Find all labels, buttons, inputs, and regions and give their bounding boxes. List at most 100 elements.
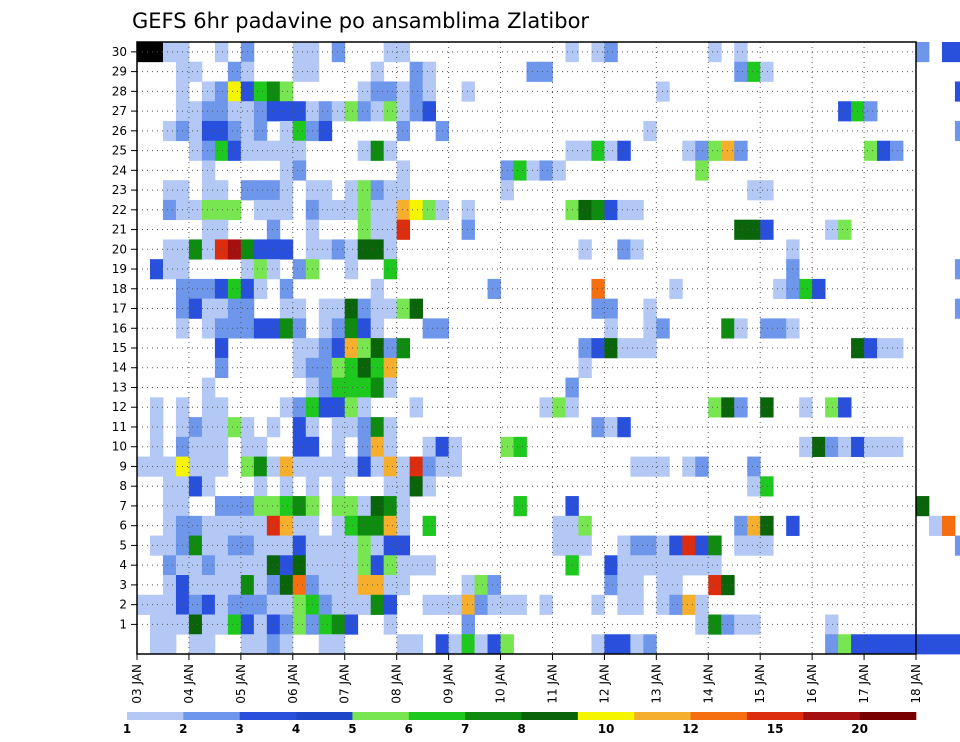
heatmap-cell (253, 259, 268, 280)
heatmap-cell (266, 140, 281, 161)
heatmap-cell (708, 397, 722, 418)
y-tick-label: 7 (119, 499, 127, 513)
heatmap-cell (422, 318, 437, 339)
heatmap-cell (214, 614, 229, 635)
heatmap-cell (643, 298, 657, 319)
heatmap-cell (383, 555, 398, 576)
heatmap-cell (838, 397, 852, 418)
y-tick-label: 22 (112, 203, 127, 217)
heatmap-cell (357, 338, 372, 359)
heatmap-cell (461, 614, 475, 635)
heatmap-cell (162, 496, 177, 517)
heatmap-cell (604, 417, 618, 438)
heatmap-cell (227, 199, 242, 221)
heatmap-cell (227, 417, 242, 438)
heatmap-cell (422, 61, 437, 82)
heatmap-cell (253, 575, 268, 596)
heatmap-cell (409, 555, 424, 576)
heatmap-cell (617, 338, 631, 359)
heatmap-cell (357, 417, 372, 438)
heatmap-cell (422, 81, 437, 102)
heatmap-cell (253, 476, 268, 497)
heatmap-cell (760, 515, 774, 536)
heatmap-cell (214, 575, 229, 596)
heatmap-cell (357, 496, 372, 517)
heatmap-cell (188, 535, 203, 556)
heatmap-cell (292, 357, 307, 379)
heatmap-cell (383, 42, 398, 63)
heatmap-cell (474, 594, 488, 615)
heatmap-cell (279, 298, 294, 319)
heatmap-cell (292, 140, 307, 161)
heatmap-cell (708, 140, 722, 161)
heatmap-cell (162, 535, 177, 556)
heatmap-cell (461, 594, 475, 615)
heatmap-cell (266, 555, 281, 576)
heatmap-cell (695, 614, 709, 635)
heatmap-cell (396, 515, 411, 536)
y-tick-label: 8 (119, 479, 127, 493)
y-tick-label: 5 (119, 538, 127, 552)
heatmap-cell (201, 575, 216, 596)
heatmap-cell (708, 535, 722, 556)
heatmap-cell (188, 140, 203, 161)
heatmap-cell (318, 357, 333, 379)
heatmap-cell (383, 81, 398, 102)
heatmap-cell (448, 436, 462, 457)
heatmap-cell (292, 436, 307, 457)
heatmap-cell (214, 535, 229, 556)
heatmap-cell (292, 101, 307, 122)
legend-color-swatch (296, 712, 353, 720)
heatmap-cell (812, 278, 826, 300)
heatmap-cell (578, 199, 592, 221)
heatmap-cell (396, 575, 411, 596)
heatmap-cell (474, 575, 488, 596)
heatmap-cell (890, 436, 904, 457)
heatmap-cell (227, 555, 242, 576)
y-tick-label: 18 (112, 282, 127, 296)
heatmap-cell (331, 357, 346, 379)
heatmap-cell (188, 614, 203, 635)
heatmap-cell (825, 397, 839, 418)
heatmap-cell (383, 377, 398, 398)
legend-label: 2 (179, 722, 187, 736)
heatmap-cell (188, 555, 203, 576)
heatmap-cell (266, 81, 281, 102)
heatmap-cell (838, 436, 852, 457)
heatmap-cell (682, 456, 696, 477)
heatmap-cell (357, 318, 372, 339)
heatmap-cell (201, 298, 216, 319)
heatmap-cell (331, 42, 346, 63)
heatmap-cell (292, 61, 307, 82)
heatmap-cell (344, 397, 359, 418)
x-tick-label: 03 JAN (130, 664, 144, 704)
heatmap-cell (760, 180, 774, 201)
heatmap-cell (916, 634, 930, 655)
heatmap-cell (591, 634, 605, 655)
heatmap-cell (344, 575, 359, 596)
heatmap-cell (279, 476, 294, 497)
heatmap-cell (292, 338, 307, 359)
heatmap-cell (318, 456, 333, 477)
heatmap-cell (214, 140, 229, 161)
heatmap-cell (201, 219, 216, 240)
heatmap-cell (279, 239, 294, 260)
heatmap-cell (954, 81, 960, 102)
legend-label: 6 (405, 722, 413, 736)
heatmap-cell (396, 298, 411, 319)
heatmap-cell (604, 338, 618, 359)
heatmap-cell (656, 318, 670, 339)
heatmap-cell (812, 436, 826, 457)
heatmap-cell (838, 634, 852, 655)
heatmap-cell (318, 338, 333, 359)
heatmap-cell (396, 219, 411, 240)
heatmap-cell (344, 259, 359, 280)
heatmap-cell (318, 239, 333, 260)
heatmap-cell (240, 634, 255, 655)
heatmap-cell (214, 101, 229, 122)
heatmap-cell (396, 120, 411, 142)
heatmap-cell (227, 278, 242, 300)
heatmap-cell (604, 318, 618, 339)
heatmap-cell (448, 594, 462, 615)
heatmap-cell (760, 397, 774, 418)
